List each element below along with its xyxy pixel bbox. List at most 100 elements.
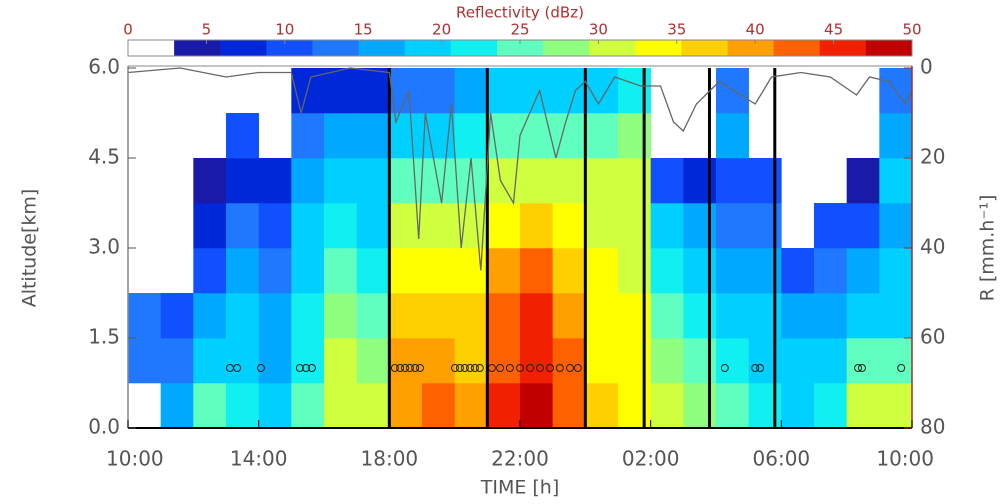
- heatmap-cell: [356, 338, 390, 384]
- heatmap-cell: [291, 113, 325, 159]
- heatmap-cell: [552, 158, 586, 204]
- marker: [450, 364, 459, 372]
- heatmap-cell: [291, 158, 325, 204]
- heatmap-cell: [160, 338, 194, 384]
- heatmap-cell: [422, 338, 455, 384]
- marker: [460, 364, 469, 372]
- heatmap-cell: [781, 383, 815, 429]
- heatmap-cell: [716, 293, 749, 339]
- heatmap-cell: [650, 158, 684, 204]
- colorbar-tick-label: 30: [589, 21, 608, 39]
- colorbar-segment: [496, 40, 544, 56]
- x-tick-label: 14:00: [230, 447, 288, 471]
- heatmap-cell: [487, 68, 521, 114]
- marker: [455, 364, 464, 372]
- colorbar-segment: [128, 40, 175, 56]
- colorbar-segment: [358, 40, 406, 56]
- heatmap-cell: [781, 248, 815, 294]
- marker: [751, 364, 760, 372]
- heatmap-cell: [585, 338, 619, 384]
- colorbar-segment: [589, 40, 636, 56]
- x-tick-label: 10:00: [106, 447, 164, 471]
- heatmap-cell: [193, 248, 227, 294]
- heatmap-cell: [650, 203, 684, 249]
- heatmap-cell: [748, 158, 782, 204]
- heatmap-cell: [879, 338, 912, 384]
- colorbar-segment: [635, 40, 682, 56]
- heatmap-cell: [748, 383, 782, 429]
- y2-tick-label: 20: [920, 145, 945, 169]
- heatmap-cell: [585, 113, 619, 159]
- heatmap-cell: [422, 158, 455, 204]
- heatmap-cell: [520, 248, 553, 294]
- heatmap-cell: [422, 383, 455, 429]
- rain-line: [128, 67, 912, 271]
- heatmap-cell: [389, 68, 423, 114]
- marker: [858, 364, 867, 372]
- heatmap-cell: [748, 293, 782, 339]
- x-tick-label: 22:00: [491, 447, 549, 471]
- heatmap-cell: [846, 203, 880, 249]
- heatmap-cell: [879, 293, 912, 339]
- heatmap-cell: [552, 293, 586, 339]
- heatmap-cell: [389, 338, 423, 384]
- marker: [411, 364, 420, 372]
- heatmap-cell: [552, 203, 586, 249]
- heatmap-cell: [879, 248, 912, 294]
- heatmap-cell: [226, 338, 259, 384]
- heatmap-cell: [585, 383, 619, 429]
- y2-tick-label: 60: [920, 325, 945, 349]
- heatmap-cell: [650, 338, 684, 384]
- colorbar-segment: [174, 40, 221, 56]
- heatmap-cell: [193, 293, 227, 339]
- heatmap-cell: [356, 248, 390, 294]
- marker: [756, 364, 765, 372]
- heatmap-cell: [226, 203, 259, 249]
- heatmap-cell: [226, 383, 259, 429]
- heatmap-cell: [618, 293, 651, 339]
- heatmap-cell: [683, 158, 717, 204]
- heatmap-cell: [650, 293, 684, 339]
- heatmap-cell: [226, 113, 259, 159]
- heatmap-cell: [356, 158, 390, 204]
- heatmap-cell: [324, 113, 357, 159]
- marker: [466, 364, 475, 372]
- heatmap-cell: [356, 203, 390, 249]
- marker: [470, 364, 479, 372]
- marker: [573, 364, 582, 372]
- colorbar-segment: [819, 40, 867, 56]
- heatmap-cell: [520, 203, 553, 249]
- heatmap-cell: [585, 293, 619, 339]
- heatmap-cell: [618, 383, 651, 429]
- heatmap-cell: [258, 338, 292, 384]
- heatmap-cell: [846, 248, 880, 294]
- x-tick-label: 18:00: [361, 447, 419, 471]
- heatmap-cell: [879, 203, 912, 249]
- heatmap-cell: [160, 293, 194, 339]
- heatmap-cell: [814, 203, 847, 249]
- heatmap-cell: [422, 248, 455, 294]
- colorbar-tick-label: 20: [432, 21, 451, 39]
- heatmap-cell: [487, 293, 521, 339]
- heatmap-cell: [258, 293, 292, 339]
- marker: [416, 364, 425, 372]
- colorbar-segment: [450, 40, 498, 56]
- heatmap-cell: [389, 293, 423, 339]
- colorbar-tick-label: 25: [510, 21, 529, 39]
- heatmap-cell: [193, 158, 227, 204]
- heatmap-cell: [422, 293, 455, 339]
- heatmap-cell: [552, 248, 586, 294]
- heatmap-cell: [618, 203, 651, 249]
- heatmap-cell: [618, 338, 651, 384]
- marker: [233, 364, 242, 372]
- heatmap-cell: [650, 383, 684, 429]
- heatmap-cell: [683, 293, 717, 339]
- y-tick-label: 6.0: [88, 55, 120, 79]
- colorbar-segment: [681, 40, 729, 56]
- heatmap-cell: [846, 338, 880, 384]
- marker: [405, 364, 414, 372]
- heatmap-cell: [520, 158, 553, 204]
- heatmap-cell: [552, 338, 586, 384]
- marker: [401, 364, 410, 372]
- y2-tick-label: 0: [920, 55, 933, 79]
